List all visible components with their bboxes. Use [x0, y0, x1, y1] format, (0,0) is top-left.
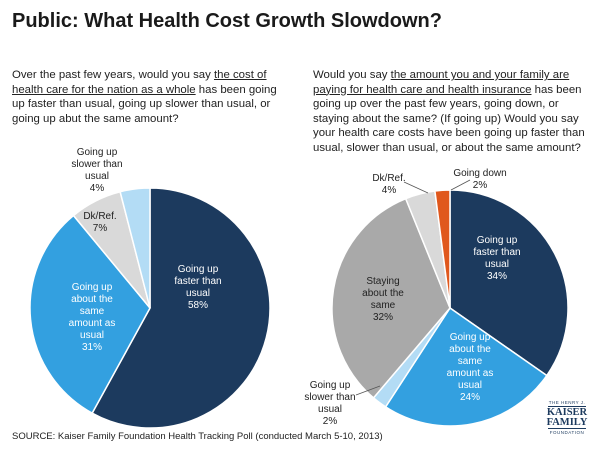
logo-family: FAMILY	[546, 416, 588, 428]
pie-right-label-1: Going up about the same amount as usual 24%	[447, 332, 494, 403]
left-question: Over the past few years, would you say t…	[12, 68, 280, 126]
pie-left-label-1: Going up about the same amount as usual 31%	[69, 282, 116, 353]
right-question-pre: Would you say	[313, 69, 391, 81]
right-question: Would you say the amount you and your fa…	[313, 68, 585, 155]
pie-right-label-0: Going up faster than usual 34%	[473, 235, 520, 282]
pie-left: Going up faster than usual 58% Going up about…	[29, 147, 271, 429]
left-question-pre: Over the past few years, would you say	[12, 69, 214, 81]
left-question-underlined: the cost of health care for the nation a…	[12, 69, 267, 96]
logo-kaiser: KAISER	[546, 407, 588, 418]
logo-small-top: THE HENRY J.	[548, 400, 586, 405]
pie-right-slice-5	[434, 189, 451, 309]
pie-left-label-3: Going up slower than usual 4%	[71, 147, 122, 194]
pie-right-slice-0	[449, 189, 569, 377]
pie-right-slice-1	[384, 306, 548, 427]
leader-dkref	[403, 181, 429, 194]
pie-right: Going up faster than usual 34% Going up about…	[304, 168, 569, 427]
pie-left-label-2: Dk/Ref. 7%	[83, 211, 116, 234]
pie-right-slice-3	[331, 197, 451, 399]
pie-right-label-2: Going up slower than usual 2%	[304, 380, 355, 427]
pie-right-label-4: Dk/Ref. 4%	[372, 173, 405, 196]
pie-left-slice-1	[29, 214, 151, 415]
pie-right-label-3: Staying about the same 32%	[362, 276, 404, 323]
pie-left-label-0: Going up faster than usual 58%	[174, 264, 221, 311]
logo-small-bottom: FOUNDATION	[549, 430, 585, 435]
leader-going-down	[450, 179, 471, 191]
left-question-post: has been going up faster than usual, goi…	[12, 83, 277, 125]
pie-left-slice-0	[91, 187, 271, 429]
right-question-post: has been going up over the past few year…	[313, 83, 585, 154]
source-note: SOURCE: Kaiser Family Foundation Health …	[12, 431, 383, 442]
chart-title: Public: What Health Cost Growth Slowdown…	[12, 10, 442, 32]
right-question-underlined: the amount you and your family are payin…	[313, 69, 570, 96]
kff-logo: THE HENRY J. KAISER FAMILY FOUNDATION	[546, 400, 588, 435]
leader-slower	[355, 385, 381, 396]
pie-left-slice-3	[119, 187, 151, 309]
pie-right-label-5: Going down 2%	[453, 168, 506, 191]
